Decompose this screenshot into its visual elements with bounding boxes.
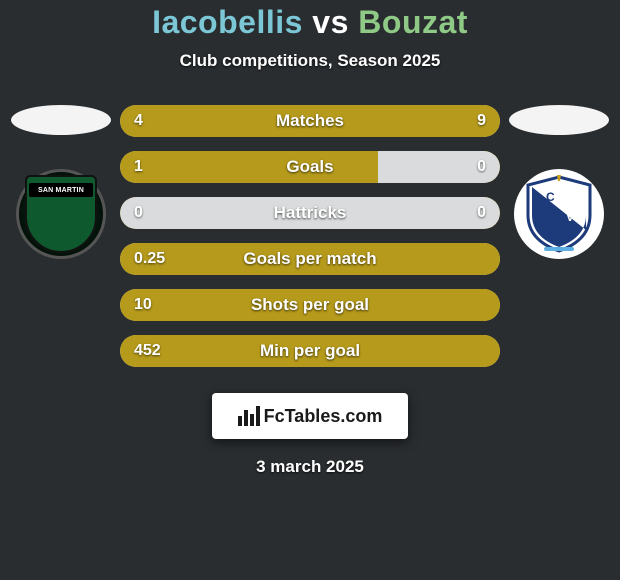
stat-left-value: 0 [134,204,143,222]
vs-text: vs [312,4,349,40]
date-text: 3 march 2025 [0,457,620,477]
bar-left [120,151,378,183]
stat-row: 452 Min per goal [120,335,500,367]
stat-row: 10 Shots per goal [120,289,500,321]
chart-icon [238,406,260,426]
right-flag-oval [509,105,609,135]
stat-row: 1 Goals 0 [120,151,500,183]
stat-right-value: 9 [477,112,486,130]
subtitle: Club competitions, Season 2025 [0,51,620,71]
stat-row: 0.25 Goals per match [120,243,500,275]
logo-san-martin: SAN MARTIN [16,169,106,259]
player2-name: Bouzat [358,4,468,40]
stat-label: Hattricks [274,203,347,223]
left-flag-oval [11,105,111,135]
stat-label: Matches [276,111,344,131]
stat-label: Shots per goal [251,295,369,315]
logo-velez: C V [514,169,604,259]
main-content: SAN MARTIN 4 Matches 9 1 Goals 0 0 Hattricks 0 0.… [0,105,620,367]
san-martin-banner: SAN MARTIN [29,183,93,197]
right-side: C V [504,105,614,259]
stats-column: 4 Matches 9 1 Goals 0 0 Hattricks 0 0.25 Goals per… [116,105,504,367]
stat-left-value: 10 [134,296,152,314]
stat-label: Goals per match [243,249,376,269]
stat-label: Goals [286,157,333,177]
page-title: Iacobellis vs Bouzat [0,4,620,41]
stat-left-value: 4 [134,112,143,130]
stat-right-value: 0 [477,204,486,222]
player1-name: Iacobellis [152,4,303,40]
brand-text: FcTables.com [264,406,383,427]
stat-row: 0 Hattricks 0 [120,197,500,229]
stat-left-value: 452 [134,342,161,360]
stat-label: Min per goal [260,341,360,361]
svg-text:V: V [566,210,574,224]
stat-left-value: 1 [134,158,143,176]
stat-left-value: 0.25 [134,250,165,268]
brand-badge: FcTables.com [212,393,408,439]
svg-text:C: C [546,190,555,204]
left-side: SAN MARTIN [6,105,116,259]
stat-right-value: 0 [477,158,486,176]
stat-row: 4 Matches 9 [120,105,500,137]
